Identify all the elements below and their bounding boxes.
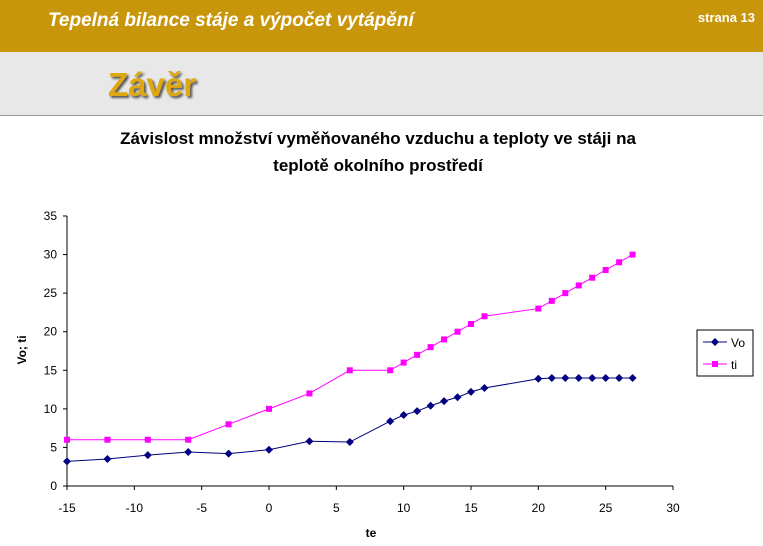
marker xyxy=(225,421,232,428)
x-tick-label: 10 xyxy=(397,501,411,515)
legend-label: Vo xyxy=(731,336,745,350)
marker xyxy=(602,267,609,273)
marker xyxy=(480,384,489,393)
y-tick-label: 0 xyxy=(50,479,57,493)
marker xyxy=(575,282,582,289)
marker xyxy=(414,351,421,358)
x-tick-label: 20 xyxy=(532,501,546,515)
marker xyxy=(224,449,233,458)
marker xyxy=(184,448,193,457)
marker xyxy=(64,436,70,443)
marker xyxy=(601,374,610,382)
marker xyxy=(629,251,636,258)
x-axis-label: te xyxy=(366,526,377,540)
marker xyxy=(426,401,435,410)
y-tick-label: 30 xyxy=(44,248,58,262)
marker xyxy=(386,417,395,426)
y-tick-label: 5 xyxy=(50,440,57,454)
marker xyxy=(574,374,583,382)
marker xyxy=(427,344,434,351)
marker xyxy=(441,336,448,343)
y-axis-label: Vo; ti xyxy=(15,335,29,364)
y-tick-label: 25 xyxy=(44,286,58,300)
marker xyxy=(616,259,623,266)
x-tick-label: 25 xyxy=(599,501,613,515)
marker xyxy=(561,374,570,382)
header-title: Tepelná bilance stáje a výpočet vytápění xyxy=(48,10,414,31)
marker xyxy=(144,436,151,443)
x-tick-label: 15 xyxy=(464,501,478,515)
marker xyxy=(440,397,449,406)
marker xyxy=(562,290,569,297)
marker xyxy=(535,305,542,312)
marker xyxy=(615,374,624,382)
marker xyxy=(63,457,71,466)
heading: Závěr xyxy=(108,66,197,103)
marker xyxy=(711,338,719,346)
marker xyxy=(468,321,474,327)
marker xyxy=(185,436,192,443)
marker xyxy=(547,374,556,382)
y-tick-label: 10 xyxy=(44,402,58,416)
marker xyxy=(413,407,422,416)
marker xyxy=(399,411,408,420)
marker xyxy=(104,436,111,443)
chart-title: Závislost množství vyměňovaného vzduchu … xyxy=(120,129,636,148)
marker xyxy=(453,393,462,402)
x-tick-label: -15 xyxy=(58,501,76,515)
marker xyxy=(712,361,718,367)
marker xyxy=(548,297,555,304)
marker xyxy=(534,374,543,383)
legend-box xyxy=(696,329,754,377)
x-tick-label: 30 xyxy=(666,501,680,515)
marker xyxy=(454,328,461,335)
marker xyxy=(346,367,353,374)
y-tick-label: 15 xyxy=(44,363,58,377)
marker xyxy=(143,451,152,460)
marker xyxy=(103,455,112,463)
marker xyxy=(481,313,488,320)
heading-band: Závěr xyxy=(0,52,763,116)
marker xyxy=(628,374,637,382)
header-bar: Tepelná bilance stáje a výpočet vytápění… xyxy=(0,0,763,52)
x-tick-label: 0 xyxy=(266,501,273,515)
marker xyxy=(400,359,407,366)
marker xyxy=(266,405,272,412)
marker xyxy=(588,374,597,382)
series-line xyxy=(67,254,633,441)
y-tick-label: 20 xyxy=(44,325,58,339)
marker xyxy=(589,274,596,281)
series-line xyxy=(66,377,633,462)
x-tick-label: -10 xyxy=(126,501,144,515)
x-tick-label: -5 xyxy=(196,501,207,515)
marker xyxy=(467,387,475,396)
marker xyxy=(345,438,354,447)
chart: Závislost množství vyměňovaného vzduchu … xyxy=(15,129,754,540)
marker xyxy=(265,445,273,454)
y-tick-label: 35 xyxy=(44,209,58,223)
marker xyxy=(306,390,313,397)
chart-title: teplotě okolního prostředí xyxy=(273,156,484,175)
page-label: strana 13 xyxy=(697,10,755,25)
marker xyxy=(305,437,314,446)
marker xyxy=(387,367,394,374)
x-tick-label: 5 xyxy=(333,501,340,515)
legend-label: ti xyxy=(731,358,737,372)
